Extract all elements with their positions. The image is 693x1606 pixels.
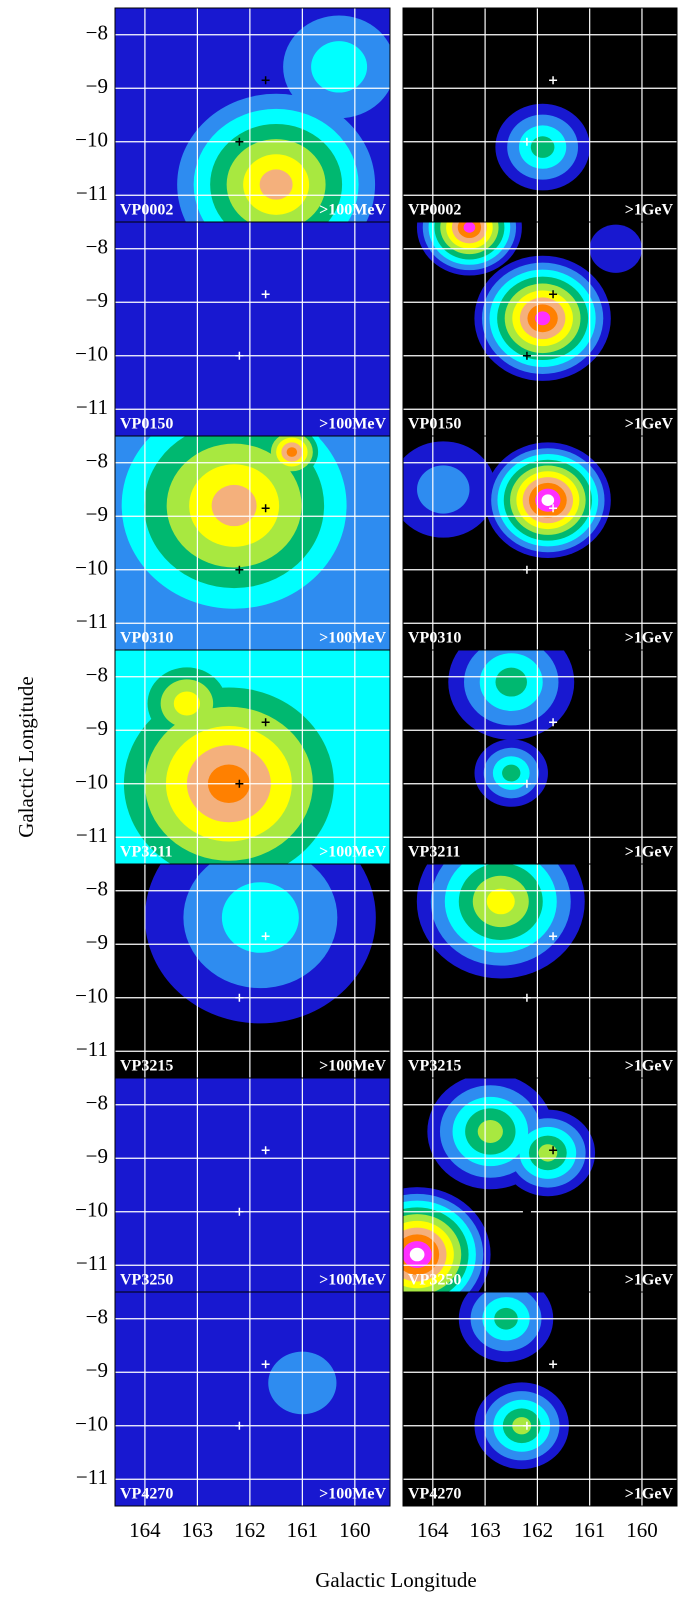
panel-background: [115, 1292, 390, 1506]
panel-label: VP3215: [120, 1058, 173, 1075]
panel-label: VP3211: [120, 844, 172, 861]
band-label: >1GeV: [625, 416, 674, 433]
panel: [403, 624, 677, 864]
y-tick-label: −11: [76, 181, 108, 205]
band-label: >1GeV: [625, 1486, 674, 1503]
panel-label: VP0150: [408, 416, 461, 433]
y-tick-label: −9: [86, 74, 108, 98]
y-tick-label: −10: [75, 1198, 108, 1222]
panel-background: [115, 1078, 390, 1292]
panel: [115, 1078, 390, 1292]
heat-level: [464, 222, 476, 233]
panel-label: VP4270: [120, 1486, 173, 1503]
panel-label: VP3211: [408, 844, 460, 861]
panel-label: VP0310: [408, 630, 461, 647]
x-tick-label: 160: [626, 1518, 658, 1542]
x-tick-label: 164: [129, 1518, 161, 1542]
panel: [403, 8, 677, 222]
panel-label: VP0150: [120, 416, 173, 433]
y-tick-label: −10: [75, 556, 108, 580]
y-tick-label: −10: [75, 984, 108, 1008]
x-tick-label: 163: [469, 1518, 501, 1542]
band-label: >100MeV: [319, 202, 386, 219]
y-tick-label: −11: [76, 395, 108, 419]
panel-label: VP3215: [408, 1058, 461, 1075]
band-label: >100MeV: [319, 844, 386, 861]
y-tick-label: −9: [86, 1358, 108, 1382]
heat-level: [531, 136, 555, 158]
y-tick-label: −9: [86, 288, 108, 312]
heat-level: [478, 1120, 503, 1143]
y-tick-label: −8: [86, 663, 108, 687]
panel-label: VP3250: [408, 1272, 461, 1289]
heat-level: [487, 889, 515, 915]
y-tick-label: −8: [86, 877, 108, 901]
y-tick-label: −11: [76, 1251, 108, 1275]
heat-level: [417, 465, 469, 513]
y-tick-label: −9: [86, 930, 108, 954]
y-tick-label: −8: [86, 1305, 108, 1329]
y-tick-label: −11: [76, 1465, 108, 1489]
band-label: >100MeV: [319, 1058, 386, 1075]
y-tick-label: −11: [76, 823, 108, 847]
x-tick-label: 160: [339, 1518, 371, 1542]
chart: Galactic Longitude Galactic Longitude VP…: [0, 0, 693, 1606]
y-axis-label: Galactic Longitude: [14, 676, 38, 838]
y-tick-label: −9: [86, 502, 108, 526]
band-label: >1GeV: [625, 202, 674, 219]
x-tick-label: 161: [574, 1518, 606, 1542]
panel-label: VP3250: [120, 1272, 173, 1289]
y-tick-label: −8: [86, 235, 108, 259]
x-tick-label: 163: [182, 1518, 214, 1542]
y-tick-label: −9: [86, 1144, 108, 1168]
panel-label: VP0310: [120, 630, 173, 647]
heat-level: [542, 494, 555, 506]
panel-label: VP4270: [408, 1486, 461, 1503]
heat-level: [502, 765, 520, 782]
panel-label: VP0002: [408, 202, 461, 219]
heat-level: [410, 1248, 425, 1261]
y-tick-label: −9: [86, 716, 108, 740]
x-tick-label: 162: [522, 1518, 554, 1542]
page: Galactic Longitude Galactic Longitude VP…: [0, 0, 693, 1606]
panel-label: VP0002: [120, 202, 173, 219]
band-label: >100MeV: [319, 1272, 386, 1289]
band-label: >100MeV: [319, 1486, 386, 1503]
y-tick-label: −10: [75, 342, 108, 366]
y-tick-label: −8: [86, 449, 108, 473]
band-label: >1GeV: [625, 1272, 674, 1289]
panel: [115, 222, 390, 436]
y-tick-label: −8: [86, 1091, 108, 1115]
x-tick-label: 162: [234, 1518, 266, 1542]
x-tick-label: 161: [287, 1518, 319, 1542]
panel: [391, 436, 677, 650]
band-label: >1GeV: [625, 1058, 674, 1075]
x-tick-label: 164: [417, 1518, 449, 1542]
band-label: >1GeV: [625, 844, 674, 861]
y-tick-label: −10: [75, 1412, 108, 1436]
band-label: >100MeV: [319, 416, 386, 433]
heat-level: [495, 668, 526, 697]
panel: [115, 1292, 390, 1506]
heat-level: [174, 691, 200, 715]
panel: [115, 402, 390, 650]
x-axis-label: Galactic Longitude: [315, 1568, 477, 1592]
band-label: >1GeV: [625, 630, 674, 647]
heat-level: [222, 882, 299, 953]
y-tick-label: −8: [86, 21, 108, 45]
heat-level: [538, 1144, 557, 1161]
y-tick-label: −11: [76, 1037, 108, 1061]
y-tick-label: −10: [75, 770, 108, 794]
y-tick-label: −11: [76, 609, 108, 633]
y-tick-label: −10: [75, 128, 108, 152]
band-label: >100MeV: [319, 630, 386, 647]
heat-level: [311, 41, 367, 92]
panel: [403, 1275, 677, 1506]
panel-background: [115, 222, 390, 436]
heat-level: [287, 447, 297, 457]
